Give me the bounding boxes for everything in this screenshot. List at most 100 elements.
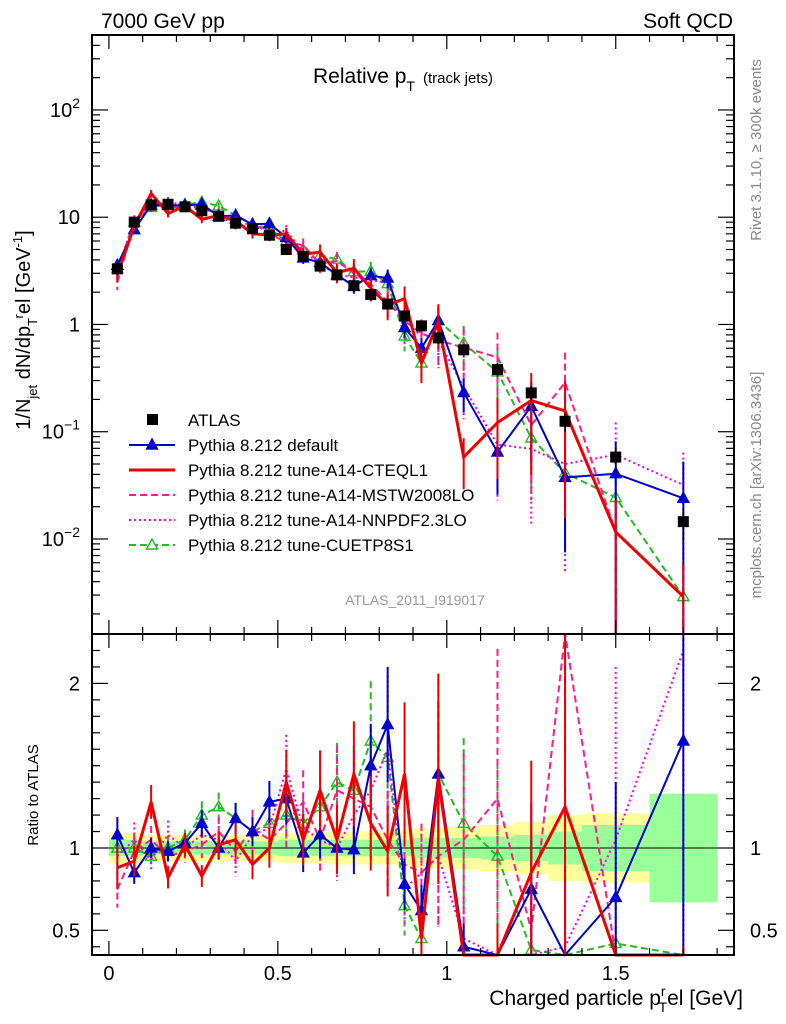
legend-label: Pythia 8.212 default bbox=[188, 436, 339, 455]
ylabel-e: r bbox=[11, 313, 26, 318]
data-point bbox=[162, 198, 174, 210]
ylabel-d: T bbox=[25, 318, 40, 326]
y-tick-label: 1 bbox=[69, 314, 80, 336]
ratio-series-marker bbox=[397, 876, 412, 889]
data-point bbox=[415, 320, 427, 332]
data-point bbox=[348, 280, 360, 292]
ratio-series-marker bbox=[347, 842, 361, 855]
data-point bbox=[331, 269, 343, 281]
axes: 0 0.5 1 1.5 10−2 10−1 1 10 102 0.5 0.5 1 1 2 2 bbox=[42, 34, 778, 985]
title-suffix: (track jets) bbox=[423, 70, 493, 87]
ratio-series-marker bbox=[262, 794, 277, 807]
header-right: Soft QCD bbox=[643, 10, 733, 33]
main-title: Relative pT (track jets) bbox=[313, 65, 493, 94]
ratio-series-marker bbox=[144, 840, 158, 853]
series-marker bbox=[330, 251, 344, 264]
x-tick-label: 1.5 bbox=[602, 963, 630, 985]
ratio-series-marker bbox=[676, 733, 690, 746]
data-point bbox=[145, 199, 157, 211]
ratio-tick-label-right: 0.5 bbox=[750, 920, 778, 942]
analysis-id: ATLAS_2011_I919017 bbox=[345, 592, 485, 608]
ratio-tick-label-right: 1 bbox=[750, 838, 761, 860]
ratio-series-marker bbox=[228, 810, 243, 824]
series-marker bbox=[457, 385, 471, 398]
side-label-source: mcplots.cern.ch [arXiv:1306.3436] bbox=[748, 372, 765, 599]
legend-marker bbox=[145, 537, 159, 550]
data-point bbox=[458, 344, 470, 356]
data-point bbox=[213, 210, 225, 222]
legend-label: Pythia 8.212 tune-CUETP8S1 bbox=[188, 536, 414, 555]
ylabel-b: jet bbox=[25, 384, 40, 399]
ratio-series-marker bbox=[212, 799, 226, 812]
ratio-tick-label-left: 1 bbox=[69, 838, 80, 860]
ratio-series-marker bbox=[313, 827, 327, 840]
series-marker bbox=[397, 320, 412, 333]
xlabel-suffix: el [GeV] bbox=[667, 987, 743, 1010]
ratio-series-line bbox=[117, 739, 684, 957]
ylabel-c: dN/dp bbox=[13, 326, 35, 385]
ratio-plot-frame bbox=[91, 633, 735, 956]
main-plot-series bbox=[110, 189, 690, 634]
ratio-series-marker bbox=[330, 774, 344, 787]
y-tick-label: 10 bbox=[58, 207, 80, 229]
legend: ATLAS Pythia 8.212 default Pythia 8.212 tu… bbox=[129, 411, 474, 555]
ratio-y-axis-label: Ratio to ATLAS bbox=[25, 744, 42, 845]
y-tick-label: 102 bbox=[50, 95, 80, 122]
svg-text:Relative pT(track jets): Relative pT (track jets) bbox=[313, 65, 493, 94]
header-left: 7000 GeV pp bbox=[101, 10, 225, 33]
series-marker bbox=[380, 270, 395, 283]
ratio-series-line bbox=[116, 650, 685, 956]
ratio-series-marker bbox=[161, 843, 175, 856]
ratio-series-marker bbox=[609, 889, 623, 903]
series-marker bbox=[262, 216, 277, 229]
y-tick-label: 10−1 bbox=[42, 417, 80, 444]
y-axis-label: 1/Njet dN/dpTrel [GeV-1] bbox=[10, 230, 40, 429]
ratio-series-marker bbox=[144, 848, 158, 861]
data-point bbox=[610, 451, 622, 463]
title-main: Relative p bbox=[313, 65, 406, 88]
xlabel-main: Charged particle p bbox=[489, 987, 661, 1010]
data-point bbox=[128, 216, 140, 228]
ratio-series-marker bbox=[245, 824, 260, 837]
ratio-series-marker bbox=[457, 815, 471, 829]
legend-marker bbox=[145, 437, 159, 450]
legend-label: Pythia 8.212 tune-A14-NNPDF2.3LO bbox=[188, 511, 467, 530]
ratio-series-marker bbox=[380, 717, 395, 730]
legend-label-data: ATLAS bbox=[188, 411, 241, 430]
ratio-tick-label-right: 2 bbox=[750, 673, 761, 695]
legend-marker-data bbox=[147, 414, 158, 425]
ylabel-f: el [GeV bbox=[13, 247, 35, 314]
legend-label: Pythia 8.212 tune-A14-CTEQL1 bbox=[188, 461, 428, 480]
data-point bbox=[382, 298, 394, 310]
side-label-rivet: Rivet 3.1.10, ≥ 300k events bbox=[748, 59, 765, 241]
ratio-tick-label-left: 2 bbox=[69, 673, 80, 695]
data-point bbox=[365, 289, 377, 301]
ratio-plot-series bbox=[110, 633, 690, 957]
x-tick-label: 0 bbox=[103, 963, 114, 985]
data-point bbox=[297, 251, 309, 263]
series-marker bbox=[609, 466, 623, 479]
x-tick-label: 0.5 bbox=[264, 963, 292, 985]
xlabel-sub: T bbox=[659, 999, 668, 1015]
data-point bbox=[559, 415, 571, 427]
data-point bbox=[677, 516, 689, 528]
ratio-series-marker bbox=[110, 827, 125, 840]
title-sub: T bbox=[406, 78, 415, 94]
data-point bbox=[491, 364, 503, 376]
y-tick-label: 10−2 bbox=[42, 524, 80, 551]
ylabel-h: ] bbox=[13, 230, 35, 236]
ylabel-g: -1 bbox=[10, 236, 25, 248]
series-marker bbox=[676, 490, 690, 504]
x-axis-title: Charged particle pr Tel [GeV] bbox=[489, 983, 743, 1015]
data-point bbox=[247, 223, 258, 235]
x-tick-label: 1 bbox=[441, 963, 452, 985]
ratio-series-marker bbox=[195, 815, 209, 829]
data-point bbox=[280, 244, 292, 256]
data-point bbox=[111, 263, 123, 275]
data-point bbox=[525, 387, 537, 399]
data-point bbox=[196, 205, 208, 217]
ylabel-a: 1/N bbox=[13, 399, 35, 430]
ratio-tick-label-left: 0.5 bbox=[52, 920, 80, 942]
